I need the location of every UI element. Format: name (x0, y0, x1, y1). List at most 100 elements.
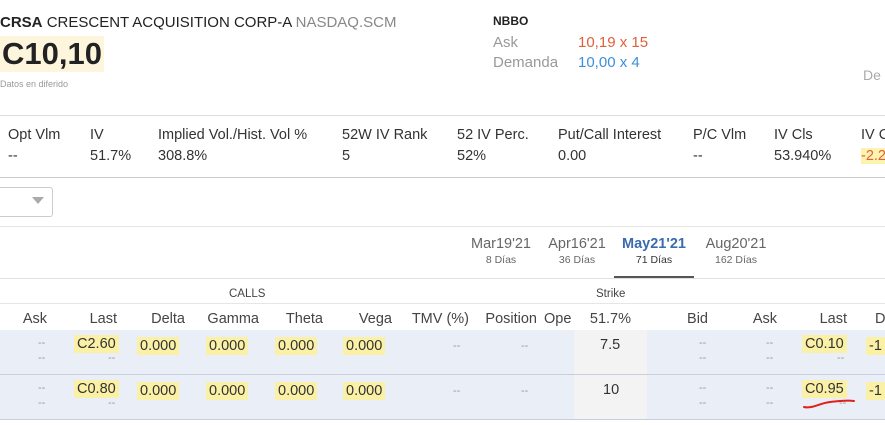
stat-label-iv-rank: 52W IV Rank (342, 127, 428, 143)
expiry-date: Aug20'21 (705, 236, 767, 252)
exchange-name: NASDAQ.SCM (295, 14, 397, 31)
put-delta: -1 (866, 382, 885, 400)
red-underline-annotation (803, 399, 855, 409)
col-header-tmv[interactable]: TMV (%) (411, 311, 469, 327)
call-tmv: -- (453, 340, 461, 352)
expiry-tab-mar19[interactable]: Mar19'21 8 Días (456, 236, 546, 266)
call-ask-size: -- (38, 397, 46, 409)
call-delta: 0.000 (137, 382, 180, 400)
put-last-change: -- (837, 352, 845, 364)
call-tmv: -- (453, 385, 461, 397)
expiry-days: 8 Días (485, 254, 517, 266)
put-ask-size: -- (766, 352, 774, 364)
put-delta: -1 (866, 337, 885, 355)
put-last: C0.95 (802, 380, 847, 398)
call-ask: -- (38, 382, 46, 394)
put-bid-size: -- (699, 397, 707, 409)
company-name: CRESCENT ACQUISITION CORP-A (46, 14, 292, 31)
call-ask: -- (38, 337, 46, 349)
divider (0, 278, 885, 279)
stat-label-iv-perc: 52 IV Perc. (457, 127, 529, 143)
divider (0, 303, 885, 304)
stat-value-iv-hv: 308.8% (158, 148, 208, 164)
expiry-date: Mar19'21 (471, 236, 531, 252)
put-ask: -- (766, 382, 774, 394)
stat-label-opt-vlm: Opt Vlm (8, 127, 61, 143)
expiry-tab-apr16[interactable]: Apr16'21 36 Días (532, 236, 622, 266)
stat-value-iv-chg: -2.2 (861, 148, 885, 164)
strike-price: 10 (603, 382, 620, 398)
table-row[interactable]: -- -- C2.60 -- 0.000 0.000 0.000 0.000 -… (0, 330, 885, 374)
put-last: C0.10 (802, 335, 847, 353)
put-ask: -- (766, 337, 774, 349)
stat-value-pc-interest: 0.00 (558, 148, 587, 164)
table-row[interactable]: -- -- C0.80 -- 0.000 0.000 0.000 0.000 -… (0, 375, 885, 419)
nbbo-bid-label: Demanda (493, 54, 559, 71)
active-tab-underline (614, 276, 694, 278)
call-vega: 0.000 (343, 382, 386, 400)
stat-value-iv-rank: 5 (342, 148, 351, 164)
col-header-gamma[interactable]: Gamma (207, 311, 259, 327)
expiry-date: May21'21 (622, 236, 686, 252)
put-last-change: -- (839, 397, 847, 409)
stat-label-iv: IV (90, 127, 104, 143)
stat-value-iv-perc: 52% (457, 148, 487, 164)
call-last: C0.80 (74, 380, 119, 398)
divider (0, 115, 885, 116)
stat-label-pc-interest: Put/Call Interest (558, 127, 662, 143)
filter-dropdown[interactable] (0, 187, 53, 217)
col-header-ask[interactable]: Ask (22, 311, 47, 327)
last-price: C10,10 (0, 36, 104, 72)
stat-value-pc-vlm: -- (693, 148, 703, 164)
ticker-symbol: CRSA (0, 14, 43, 31)
strike-cell-bg (574, 375, 647, 419)
strike-group-label: Strike (596, 288, 626, 300)
col-header-open[interactable]: Ope (544, 311, 572, 327)
truncated-label: De (863, 67, 881, 83)
col-header-put-last[interactable]: Last (819, 311, 847, 327)
expiry-days: 162 Días (714, 254, 758, 266)
expiry-days: 36 Días (558, 254, 596, 266)
col-header-theta[interactable]: Theta (285, 311, 323, 327)
expiry-tab-aug20[interactable]: Aug20'21 162 Días (691, 236, 781, 266)
divider (0, 419, 885, 420)
put-ask-size: -- (766, 397, 774, 409)
divider (0, 177, 885, 178)
call-position: -- (521, 385, 529, 397)
delayed-data-note: Datos en diferido (0, 79, 69, 89)
put-bid-size: -- (699, 352, 707, 364)
call-theta: 0.000 (275, 337, 318, 355)
call-vega: 0.000 (343, 337, 386, 355)
expiry-tab-may21[interactable]: May21'21 71 Días (609, 236, 699, 266)
stat-label-pc-vlm: P/C Vlm (693, 127, 747, 143)
nbbo-title: NBBO (493, 14, 529, 28)
call-last-change: -- (108, 397, 116, 409)
expiry-date: Apr16'21 (548, 236, 606, 252)
stat-label-iv-hv: Implied Vol./Hist. Vol % (158, 127, 308, 143)
stat-value-iv-cls: 53.940% (774, 148, 832, 164)
col-header-position[interactable]: Position (485, 311, 537, 327)
col-header-put-bid[interactable]: Bid (687, 311, 708, 327)
nbbo-bid-value: 10,00 x 4 (578, 54, 640, 71)
col-header-put-delta[interactable]: D (875, 311, 885, 327)
col-header-strike-iv[interactable]: 51.7% (589, 311, 631, 327)
col-header-put-ask[interactable]: Ask (752, 311, 777, 327)
put-bid: -- (699, 382, 707, 394)
nbbo-ask-value: 10,19 x 15 (578, 34, 649, 51)
col-header-delta[interactable]: Delta (151, 311, 185, 327)
stat-label-iv-cls: IV Cls (774, 127, 813, 143)
strike-cell-bg (574, 330, 647, 374)
col-header-last[interactable]: Last (89, 311, 117, 327)
call-gamma: 0.000 (206, 382, 249, 400)
strike-price: 7.5 (600, 337, 621, 353)
stat-label-iv-chg: IV C (861, 127, 885, 143)
call-position: -- (521, 340, 529, 352)
call-last: C2.60 (74, 335, 119, 353)
call-theta: 0.000 (275, 382, 318, 400)
put-bid: -- (699, 337, 707, 349)
stat-value-opt-vlm: -- (8, 148, 18, 164)
chevron-down-icon[interactable] (32, 197, 44, 204)
stat-value-iv: 51.7% (90, 148, 132, 164)
expiry-days: 71 Días (635, 254, 673, 266)
col-header-vega[interactable]: Vega (358, 311, 392, 327)
